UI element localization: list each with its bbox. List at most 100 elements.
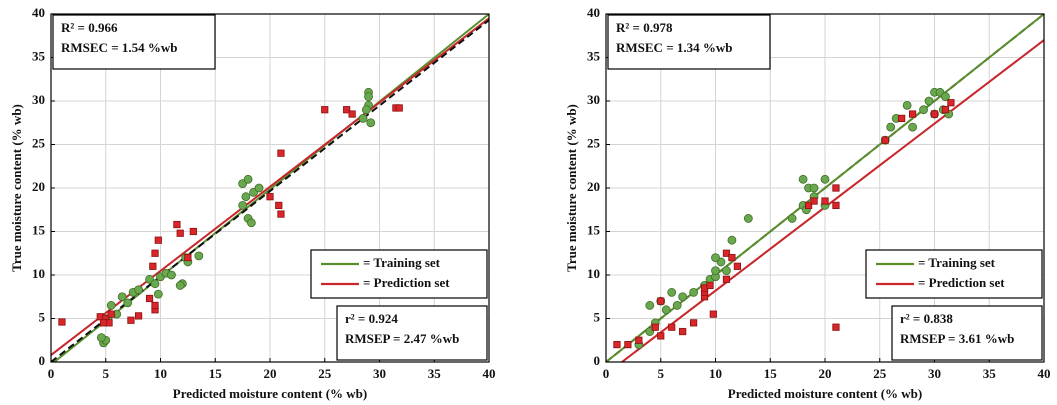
- point: [184, 253, 192, 262]
- point: [909, 110, 917, 118]
- point: [798, 174, 808, 184]
- x-tick-label: 10: [709, 366, 722, 381]
- y-tick-label: 0: [594, 353, 601, 368]
- chart: 0 5 10 15 20 25 30 35 40 0 5 10 15 20 25 30 35 40 R² = 0.9…: [564, 5, 1051, 401]
- x-tick-label: 40: [483, 366, 496, 381]
- point: [898, 114, 906, 122]
- point: [728, 253, 736, 262]
- x-tick-label: 20: [819, 366, 832, 381]
- point: [150, 279, 160, 289]
- point: [722, 275, 731, 283]
- point: [246, 218, 256, 228]
- legend-box: [865, 249, 1043, 299]
- y-tick-label: 5: [39, 309, 46, 324]
- point: [123, 298, 133, 308]
- point: [243, 174, 253, 184]
- legend-label: = Prediction set: [918, 275, 1005, 290]
- stats-box: [336, 305, 488, 361]
- point: [941, 92, 950, 102]
- point: [678, 292, 688, 302]
- point: [58, 318, 66, 326]
- point: [709, 310, 717, 318]
- y-tick-label: 40: [587, 5, 600, 20]
- point: [821, 197, 829, 205]
- point: [167, 270, 176, 280]
- x-axis-label: Predicted moisture content (% wb): [173, 386, 368, 401]
- point: [117, 292, 127, 302]
- point: [679, 327, 687, 336]
- point: [924, 96, 934, 106]
- y-tick-label: 0: [39, 353, 46, 368]
- point: [254, 183, 264, 193]
- point: [947, 99, 955, 107]
- point: [613, 340, 621, 349]
- point: [657, 332, 665, 340]
- y-tick-label: 10: [587, 266, 600, 281]
- point: [154, 236, 162, 244]
- point: [657, 297, 665, 305]
- y-tick-label: 15: [587, 222, 601, 237]
- stats-text: r² = 0.924: [345, 311, 398, 326]
- stats-text: RMSEP = 3.61 %wb: [900, 331, 1014, 346]
- point: [886, 122, 896, 132]
- point: [348, 110, 356, 118]
- point: [672, 301, 682, 310]
- y-tick-label: 20: [32, 179, 45, 194]
- point: [810, 197, 818, 205]
- plot: [606, 14, 1044, 362]
- stats-box: [607, 14, 771, 70]
- point: [690, 319, 698, 327]
- point: [241, 192, 251, 202]
- x-tick-label: 0: [603, 366, 610, 381]
- x-tick-label: 0: [48, 366, 55, 381]
- y-tick-label: 35: [587, 48, 601, 63]
- point: [151, 249, 159, 257]
- y-tick-label: 40: [32, 5, 45, 20]
- point: [96, 333, 106, 343]
- point: [908, 122, 917, 132]
- stats-text: RMSEC = 1.34 %wb: [616, 40, 732, 55]
- point: [902, 100, 912, 110]
- point: [722, 266, 731, 276]
- point: [189, 227, 197, 236]
- point: [366, 118, 376, 128]
- legend-label: = Prediction set: [363, 275, 450, 290]
- plot: [51, 14, 489, 362]
- x-tick-label: 10: [154, 366, 167, 381]
- stats-text: R² = 0.966: [61, 20, 118, 35]
- x-tick-label: 15: [764, 366, 778, 381]
- point: [930, 110, 939, 118]
- x-tick-label: 25: [873, 366, 887, 381]
- x-tick-label: 15: [209, 366, 223, 381]
- stats-box: [52, 14, 216, 70]
- point: [277, 210, 285, 218]
- point: [832, 323, 840, 331]
- x-tick-label: 20: [264, 366, 277, 381]
- point: [706, 281, 714, 290]
- point: [711, 253, 720, 263]
- point: [321, 106, 329, 114]
- point: [645, 301, 655, 310]
- x-tick-label: 25: [318, 366, 332, 381]
- point: [106, 301, 116, 310]
- point: [809, 183, 819, 193]
- y-tick-label: 35: [32, 48, 46, 63]
- point: [668, 323, 676, 331]
- y-axis-label: True moisture content (% wb): [9, 104, 24, 272]
- point: [149, 262, 157, 270]
- point: [194, 251, 204, 261]
- point: [667, 287, 677, 297]
- point: [153, 289, 163, 299]
- x-tick-label: 30: [928, 366, 941, 381]
- point: [395, 104, 403, 112]
- y-tick-label: 25: [587, 135, 601, 150]
- chart: 0 5 10 15 20 25 30 35 40 0 5 10 15 20 25 30 35 40 R² = 0.9…: [9, 5, 496, 401]
- point: [832, 201, 840, 209]
- point: [238, 200, 248, 210]
- point: [743, 214, 753, 223]
- x-tick-label: 40: [1038, 366, 1051, 381]
- frame: [50, 13, 490, 363]
- point: [173, 220, 181, 229]
